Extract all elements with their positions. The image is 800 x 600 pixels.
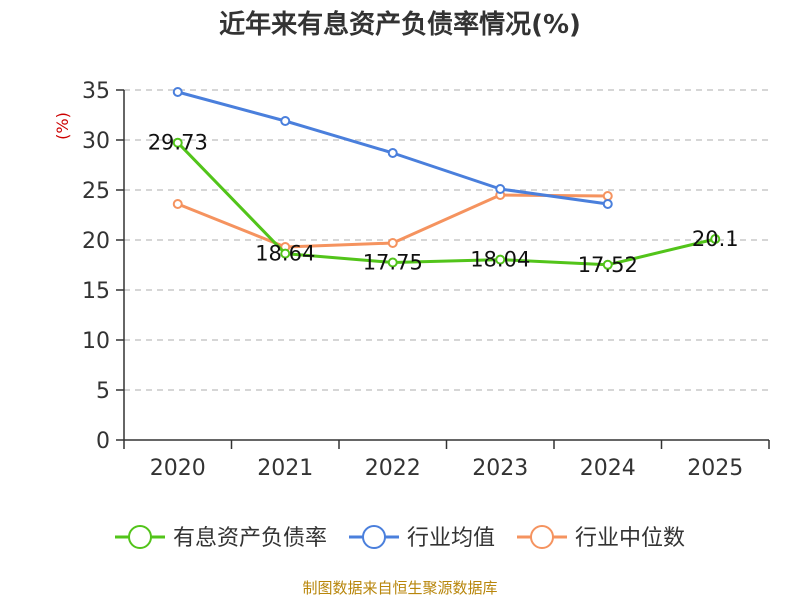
- chart-title: 近年来有息资产负债率情况(%): [219, 9, 581, 40]
- data-label: 17.52: [578, 253, 638, 277]
- data-point: [172, 199, 183, 209]
- data-point: [387, 238, 398, 248]
- x-tick-label-2021: 2021: [257, 456, 313, 481]
- data-label: 18.04: [470, 248, 530, 272]
- data-label: 18.64: [255, 242, 315, 266]
- data-labels: 29.73 18.64 17.75 18.04 17.52 20.1: [148, 131, 739, 277]
- y-tick-label: 20: [82, 229, 110, 254]
- series-line-0: [176, 141, 716, 267]
- data-point: [387, 257, 398, 268]
- y-tick-label: 5: [96, 379, 110, 404]
- legend-label: 行业中位数: [575, 526, 685, 551]
- y-tick-label: 0: [96, 429, 110, 454]
- data-label: 20.1: [692, 227, 739, 251]
- data-label: 17.75: [363, 251, 423, 275]
- grid-lines: [124, 89, 769, 391]
- x-tick-label-2024: 2024: [580, 456, 636, 481]
- data-point: [495, 254, 506, 265]
- data-point: [280, 116, 291, 126]
- x-tick-label-2023: 2023: [472, 456, 528, 481]
- legend-marker: [128, 525, 152, 549]
- data-point: [710, 234, 721, 244]
- source-note: 制图数据来自恒生聚源数据库: [302, 579, 497, 597]
- y-tick-label: 15: [82, 279, 110, 304]
- x-tick-label-2022: 2022: [365, 456, 421, 481]
- y-axis-unit-label: (%): [53, 112, 72, 140]
- y-tick-label: 25: [82, 179, 110, 204]
- legend-item-2: 行业中位数: [517, 525, 685, 551]
- data-point: [602, 199, 613, 209]
- legend-marker: [530, 525, 554, 549]
- legend-item-0: 有息资产负债率: [115, 525, 327, 551]
- data-point: [172, 137, 183, 148]
- data-point: [280, 248, 291, 259]
- data-point: [172, 87, 183, 97]
- legend-item-1: 行业均值: [349, 525, 495, 551]
- data-point: [602, 259, 613, 270]
- data-label: 29.73: [148, 131, 208, 155]
- legend-label: 行业均值: [407, 526, 495, 551]
- y-tick-label: 30: [82, 129, 110, 154]
- data-point: [602, 191, 613, 201]
- y-tick-label: 35: [82, 79, 110, 104]
- legend-marker: [362, 525, 386, 549]
- x-tick-label-2020: 2020: [150, 456, 206, 481]
- x-tick-label-2025: 2025: [687, 456, 743, 481]
- data-point: [495, 184, 506, 194]
- y-tick-label: 10: [82, 329, 110, 354]
- legend-label: 有息资产负债率: [173, 526, 327, 551]
- data-point: [387, 148, 398, 158]
- legend: 有息资产负债率 行业均值 行业中位数: [115, 525, 685, 551]
- series-line-1: [177, 90, 609, 206]
- series-lines: [172, 87, 721, 270]
